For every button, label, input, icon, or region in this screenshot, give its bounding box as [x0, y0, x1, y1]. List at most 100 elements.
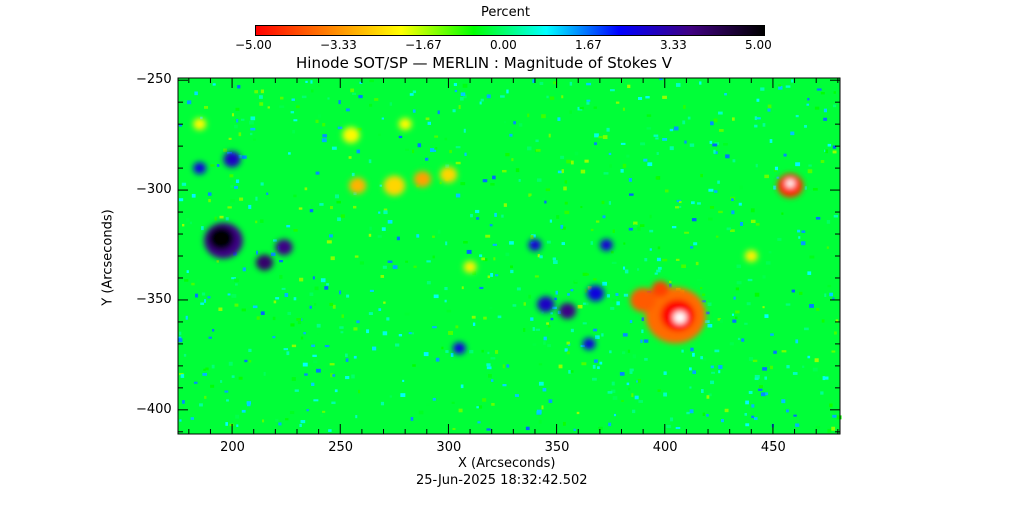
heatmap-cell	[279, 105, 285, 108]
heatmap-cell	[564, 210, 570, 215]
heatmap-cell	[826, 246, 829, 249]
heatmap-cell	[182, 400, 185, 404]
heatmap-cell	[387, 220, 393, 224]
heatmap-cell	[543, 336, 547, 341]
heatmap-cell	[191, 282, 195, 286]
heatmap-cell	[260, 219, 264, 223]
heatmap-cell	[541, 405, 544, 410]
heatmap-cell	[791, 289, 795, 293]
heatmap-cell	[664, 189, 669, 193]
heatmap-cell	[445, 241, 448, 246]
heatmap-cell	[643, 339, 649, 343]
heatmap-cell	[329, 363, 335, 366]
heatmap-cell	[179, 419, 182, 422]
heatmap-cell	[692, 370, 696, 375]
heatmap-cell	[492, 243, 498, 246]
heatmap-cell	[611, 261, 617, 264]
heatmap-cell	[681, 264, 686, 269]
heatmap-cell	[713, 149, 716, 154]
heatmap-cell	[432, 326, 437, 329]
heatmap-cell	[556, 215, 560, 219]
heatmap-cell	[275, 418, 279, 422]
heatmap-cell	[718, 111, 723, 115]
heatmap-cell	[231, 375, 235, 378]
heatmap-cell	[732, 159, 736, 163]
heatmap-cell	[477, 421, 481, 424]
heatmap-cell	[491, 402, 495, 406]
heatmap-cell	[502, 169, 507, 173]
heatmap-cell	[348, 156, 352, 159]
heatmap-cell	[633, 224, 637, 229]
heatmap-cell	[300, 336, 304, 340]
heatmap-cell	[426, 260, 431, 263]
heatmap-cell	[199, 403, 203, 407]
heatmap-cell	[613, 413, 617, 417]
heatmap-cell	[490, 272, 494, 277]
heatmap-cell	[235, 107, 240, 111]
heatmap-cell	[611, 250, 614, 254]
heatmap-cell	[545, 188, 551, 192]
heatmap-cell	[725, 154, 730, 159]
heatmap-cell	[700, 356, 703, 360]
heatmap-cell	[297, 320, 302, 325]
heatmap-cell	[495, 350, 499, 354]
heatmap-cell	[634, 395, 639, 400]
heatmap-cell	[254, 90, 259, 94]
heatmap-cell	[351, 92, 357, 95]
heatmap-cell	[582, 302, 586, 305]
heatmap-cell	[290, 323, 295, 327]
heatmap-cell	[337, 126, 343, 130]
heatmap-cell	[227, 206, 232, 209]
heatmap-cell	[286, 351, 290, 356]
heatmap-cell	[615, 293, 619, 296]
heatmap-cell	[824, 293, 827, 297]
heatmap-cell	[432, 397, 436, 401]
heatmap-cell	[242, 267, 246, 272]
heatmap-cell	[795, 423, 800, 427]
heatmap-cell	[212, 328, 215, 332]
heatmap-cell	[555, 290, 558, 295]
heatmap-cell	[582, 322, 587, 325]
heatmap-cell	[576, 411, 580, 415]
heatmap-cell	[807, 169, 813, 174]
heatmap-cell	[724, 93, 727, 96]
heatmap-cell	[570, 328, 574, 333]
heatmap-cell	[593, 278, 597, 281]
heatmap-cell	[669, 146, 674, 151]
heatmap-cell	[657, 389, 661, 392]
heatmap-feature	[383, 175, 406, 196]
heatmap-cell	[290, 111, 295, 114]
colorbar-tick-label: 1.67	[575, 38, 602, 52]
heatmap-cell	[777, 237, 782, 241]
heatmap-cell	[405, 260, 409, 263]
heatmap-cell	[820, 159, 825, 163]
heatmap-cell	[681, 349, 684, 353]
heatmap-cell	[275, 297, 280, 300]
heatmap-cell	[637, 268, 640, 271]
heatmap-cell	[315, 171, 320, 175]
heatmap-cell	[602, 215, 606, 219]
heatmap-cell	[437, 110, 440, 115]
heatmap-cell	[183, 353, 187, 357]
heatmap-cell	[798, 236, 801, 239]
heatmap-cell	[514, 394, 519, 397]
heatmap-cell	[744, 413, 748, 416]
heatmap-cell	[663, 371, 667, 375]
heatmap-cell	[569, 110, 572, 114]
heatmap-cell	[592, 364, 596, 369]
heatmap-cell	[340, 331, 344, 334]
heatmap-cell	[398, 333, 403, 337]
heatmap-cell	[317, 114, 322, 118]
heatmap-cell	[834, 331, 837, 335]
heatmap-cell	[313, 399, 319, 402]
heatmap-cell	[516, 287, 521, 291]
heatmap-cell	[345, 108, 350, 112]
heatmap-cell	[815, 216, 821, 220]
heatmap-cell	[513, 121, 516, 125]
heatmap-cell	[381, 117, 384, 120]
heatmap-cell	[312, 354, 317, 357]
heatmap-cell	[179, 331, 182, 336]
heatmap-feature	[452, 342, 466, 355]
heatmap-cell	[278, 422, 282, 426]
heatmap-cell	[219, 380, 223, 383]
